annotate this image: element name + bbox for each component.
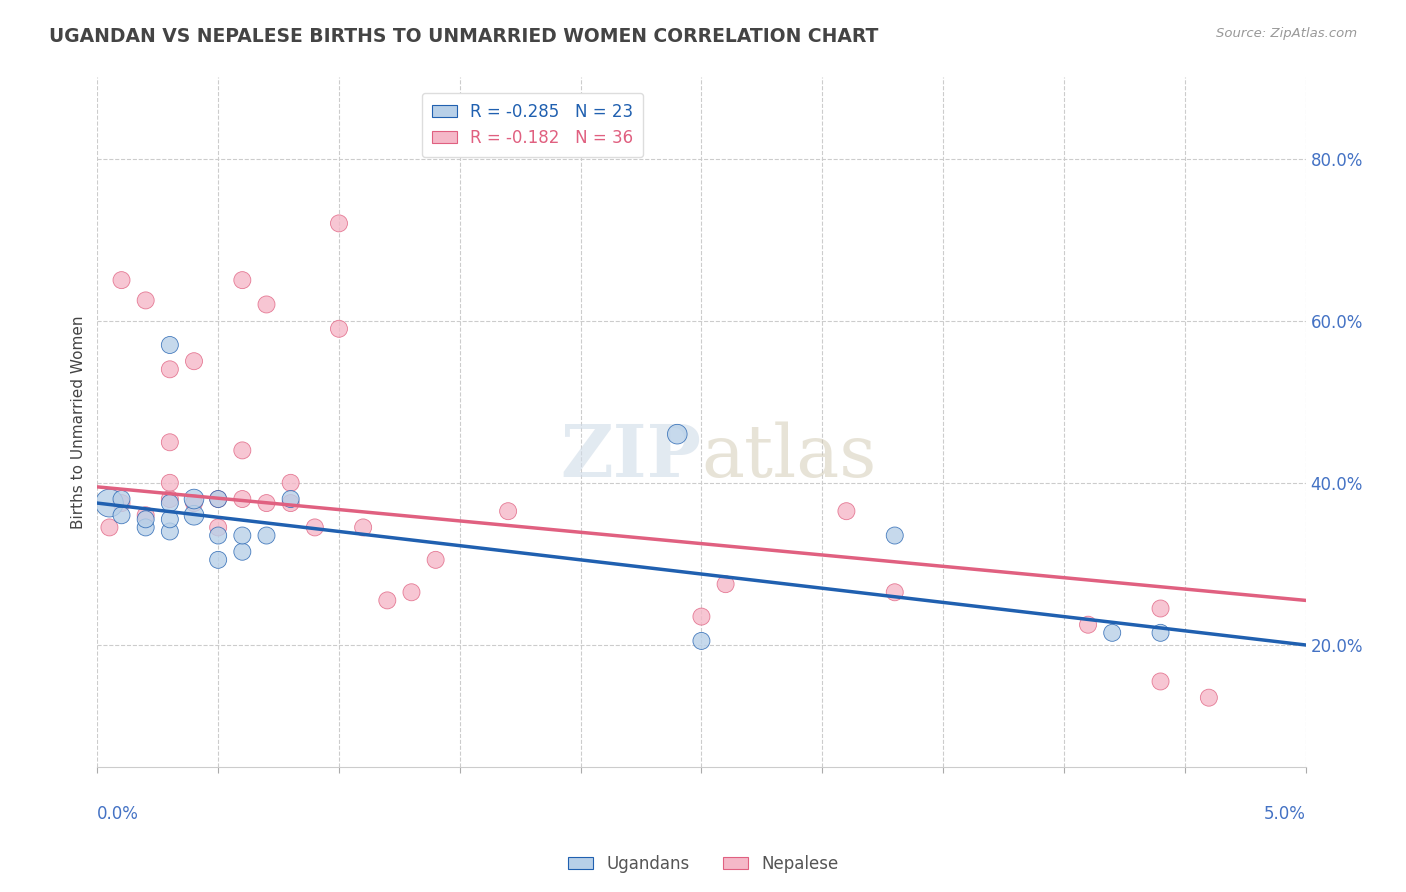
Point bbox=[159, 475, 181, 490]
Point bbox=[135, 508, 157, 523]
Point bbox=[1149, 674, 1171, 689]
Point bbox=[401, 585, 423, 599]
Point bbox=[183, 491, 205, 506]
Point bbox=[1149, 625, 1171, 640]
Point bbox=[883, 585, 905, 599]
Point bbox=[231, 491, 253, 506]
Text: Source: ZipAtlas.com: Source: ZipAtlas.com bbox=[1216, 27, 1357, 40]
Point bbox=[231, 528, 253, 542]
Legend: R = -0.285   N = 23, R = -0.182   N = 36: R = -0.285 N = 23, R = -0.182 N = 36 bbox=[422, 93, 643, 157]
Point bbox=[183, 508, 205, 523]
Point bbox=[98, 496, 121, 510]
Point bbox=[159, 512, 181, 526]
Point bbox=[110, 273, 132, 287]
Point bbox=[231, 273, 253, 287]
Text: UGANDAN VS NEPALESE BIRTHS TO UNMARRIED WOMEN CORRELATION CHART: UGANDAN VS NEPALESE BIRTHS TO UNMARRIED … bbox=[49, 27, 879, 45]
Text: 0.0%: 0.0% bbox=[97, 805, 139, 823]
Text: 5.0%: 5.0% bbox=[1264, 805, 1306, 823]
Point bbox=[256, 496, 278, 510]
Point bbox=[496, 504, 519, 518]
Point bbox=[835, 504, 858, 518]
Point bbox=[231, 545, 253, 559]
Point bbox=[159, 491, 181, 506]
Point bbox=[352, 520, 374, 534]
Point bbox=[714, 577, 737, 591]
Point bbox=[328, 322, 350, 336]
Point bbox=[304, 520, 326, 534]
Point bbox=[207, 520, 229, 534]
Point bbox=[280, 491, 302, 506]
Point bbox=[1101, 625, 1123, 640]
Point bbox=[110, 491, 132, 506]
Point bbox=[1149, 601, 1171, 615]
Point bbox=[207, 553, 229, 567]
Point bbox=[690, 609, 713, 624]
Point bbox=[135, 293, 157, 308]
Y-axis label: Births to Unmarried Women: Births to Unmarried Women bbox=[72, 315, 86, 529]
Point bbox=[159, 435, 181, 450]
Point bbox=[280, 475, 302, 490]
Point bbox=[1077, 617, 1099, 632]
Point bbox=[256, 528, 278, 542]
Point bbox=[207, 491, 229, 506]
Point bbox=[207, 528, 229, 542]
Legend: Ugandans, Nepalese: Ugandans, Nepalese bbox=[561, 848, 845, 880]
Point bbox=[256, 297, 278, 311]
Point bbox=[883, 528, 905, 542]
Point bbox=[110, 496, 132, 510]
Point bbox=[690, 634, 713, 648]
Point bbox=[159, 524, 181, 539]
Point bbox=[375, 593, 398, 607]
Point bbox=[425, 553, 447, 567]
Point bbox=[280, 496, 302, 510]
Point bbox=[231, 443, 253, 458]
Text: atlas: atlas bbox=[702, 421, 877, 491]
Point bbox=[183, 496, 205, 510]
Point bbox=[328, 216, 350, 230]
Point bbox=[135, 520, 157, 534]
Point bbox=[110, 508, 132, 523]
Point bbox=[135, 512, 157, 526]
Point bbox=[159, 362, 181, 376]
Text: ZIP: ZIP bbox=[561, 421, 702, 492]
Point bbox=[666, 427, 689, 442]
Point bbox=[159, 496, 181, 510]
Point bbox=[98, 520, 121, 534]
Point bbox=[207, 491, 229, 506]
Point bbox=[183, 354, 205, 368]
Point bbox=[159, 338, 181, 352]
Point bbox=[1198, 690, 1220, 705]
